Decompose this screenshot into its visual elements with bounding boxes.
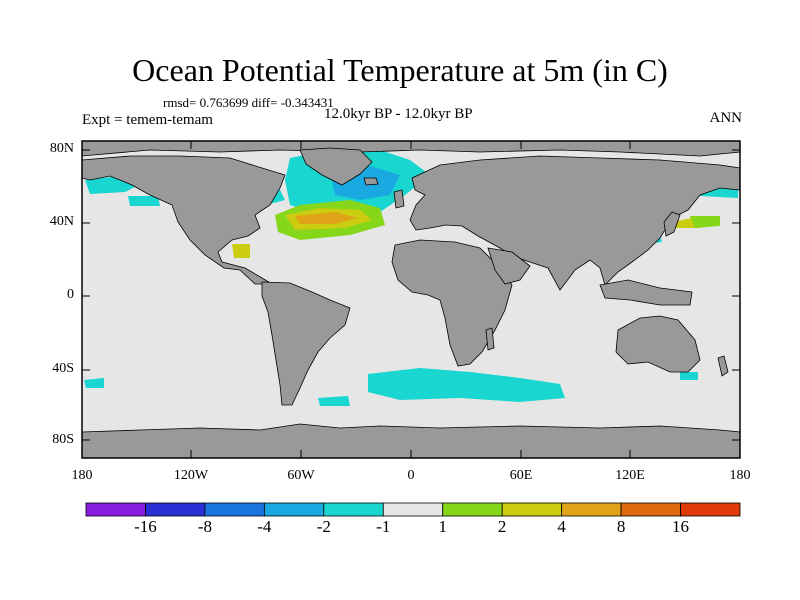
colorbar-swatch bbox=[620, 502, 681, 517]
lon-label-120w: 120W bbox=[173, 468, 209, 483]
gulf-mexico-warm-patch bbox=[232, 244, 250, 258]
south-pacific-cool-patch bbox=[84, 378, 104, 388]
colorbar-swatch bbox=[442, 502, 503, 517]
colorbar-label: -4 bbox=[257, 517, 272, 536]
lon-label-60w: 60W bbox=[287, 468, 315, 483]
tasman-cool-patch bbox=[680, 372, 698, 380]
colorbar-label: -2 bbox=[316, 517, 331, 536]
map-title: Ocean Potential Temperature at 5m (in C) bbox=[132, 52, 668, 88]
lon-label-120e: 120E bbox=[615, 468, 645, 483]
experiment-label: Expt = temem-temam bbox=[82, 112, 213, 128]
land-masses bbox=[81, 140, 741, 459]
maritime-continent bbox=[599, 279, 693, 306]
colorbar-swatch bbox=[85, 502, 146, 517]
colorbar-label: 4 bbox=[557, 517, 566, 536]
colorbar-label: 8 bbox=[616, 517, 626, 536]
southern-ocean-cool-patch bbox=[368, 368, 565, 402]
colorbar-label: 16 bbox=[672, 517, 690, 536]
lon-label-180e: 180 bbox=[729, 468, 751, 483]
greenland bbox=[299, 147, 373, 186]
colorbar bbox=[85, 502, 741, 517]
colorbar-label: -16 bbox=[134, 517, 157, 536]
new-zealand bbox=[717, 355, 729, 377]
colorbar-label: -8 bbox=[197, 517, 212, 536]
lat-label-0: 0 bbox=[67, 287, 74, 302]
colorbar-swatch bbox=[204, 502, 265, 517]
japan bbox=[663, 211, 681, 237]
colorbar-swatch bbox=[323, 502, 384, 517]
colorbar-swatch bbox=[145, 502, 206, 517]
period-label: 12.0kyr BP - 12.0kyr BP bbox=[324, 106, 473, 122]
lon-label-0: 0 bbox=[407, 468, 415, 483]
colorbar-swatch bbox=[561, 502, 622, 517]
southern-ocean-cool-patch-2 bbox=[318, 396, 350, 406]
lat-label-40s: 40S bbox=[52, 361, 74, 376]
colorbar-label: 1 bbox=[438, 517, 447, 536]
colorbar-label: 2 bbox=[497, 517, 507, 536]
gulf-stream-hot-core bbox=[295, 212, 358, 224]
kuroshio-warm-edge bbox=[690, 216, 720, 228]
stats-line: rmsd= 0.763699 diff= -0.343431 bbox=[163, 95, 334, 110]
axis-ticks bbox=[82, 141, 740, 458]
british-isles bbox=[393, 189, 405, 209]
colorbar-swatch bbox=[263, 502, 325, 517]
lat-label-80n: 80N bbox=[49, 141, 74, 156]
iceland bbox=[363, 177, 379, 186]
arabia bbox=[487, 247, 531, 285]
colorbar-swatch bbox=[680, 502, 741, 517]
eurasia bbox=[409, 155, 741, 291]
north-pacific-cool-patch-2 bbox=[128, 196, 160, 206]
south-america bbox=[261, 281, 351, 406]
colorbar-label: -1 bbox=[376, 517, 391, 536]
lat-label-80s: 80S bbox=[52, 432, 74, 447]
lon-label-180w: 180 bbox=[71, 468, 93, 483]
season-label: ANN bbox=[709, 110, 743, 126]
africa bbox=[391, 239, 513, 367]
colorbar-swatch bbox=[501, 502, 563, 517]
lat-label-40n: 40N bbox=[49, 214, 74, 229]
north-america bbox=[81, 155, 286, 285]
madagascar bbox=[485, 327, 495, 351]
colorbar-swatch bbox=[382, 502, 444, 517]
lon-label-60e: 60E bbox=[509, 468, 533, 483]
australia bbox=[615, 315, 701, 373]
